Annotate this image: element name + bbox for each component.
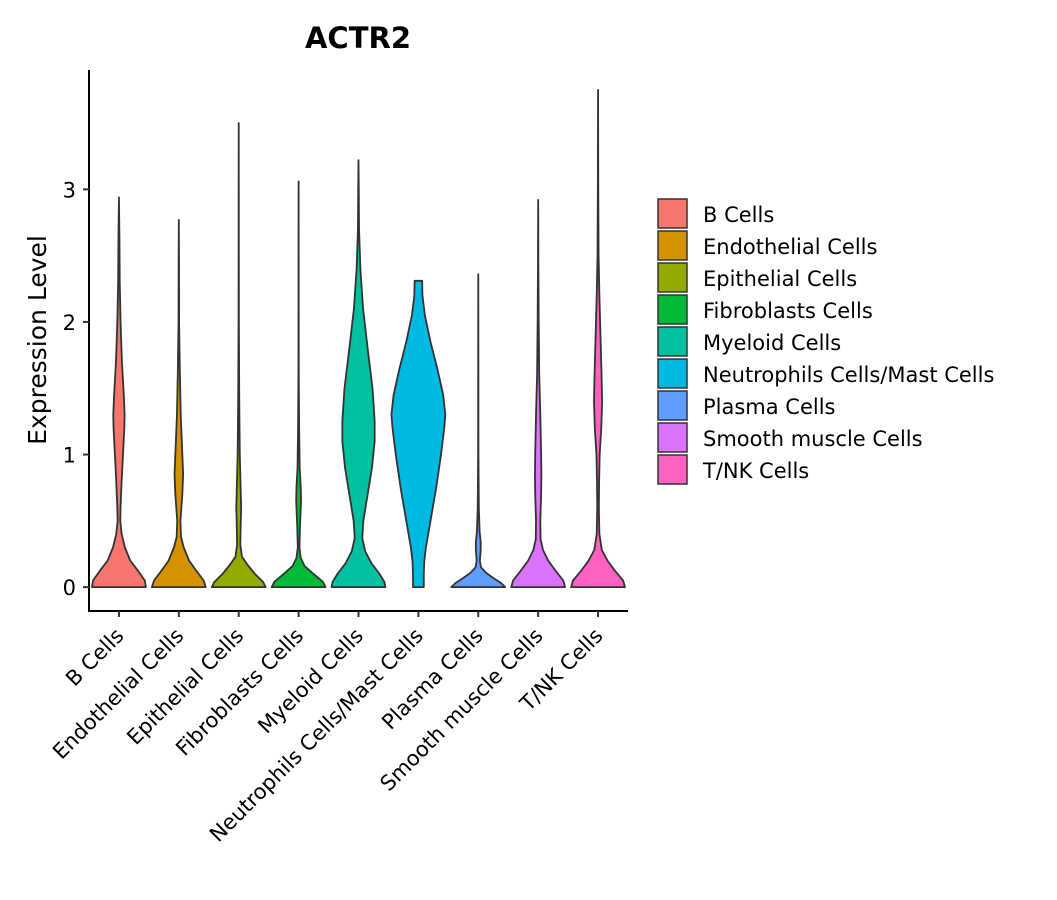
violin-2 (150, 218, 207, 589)
violin-7 (450, 273, 507, 589)
legend-label: T/NK Cells (702, 459, 809, 483)
legend-label: Neutrophils Cells/Mast Cells (703, 363, 994, 387)
legend-key (657, 230, 688, 261)
violin-group (91, 88, 626, 589)
legend-label: Plasma Cells (703, 395, 836, 419)
legend-label: Smooth muscle Cells (703, 427, 923, 451)
y-tick-label: 2 (63, 311, 76, 335)
violin-3 (210, 122, 267, 589)
y-tick-label: 0 (63, 576, 76, 600)
legend-key (657, 454, 688, 485)
violin-9 (570, 88, 626, 589)
violin-4 (270, 180, 327, 589)
violin-5 (330, 159, 387, 589)
legend-label: Endothelial Cells (703, 235, 877, 259)
chart-title: ACTR2 (305, 21, 411, 55)
y-axis-label: Expression Level (23, 235, 52, 445)
y-tick-label: 3 (63, 178, 76, 202)
legend-label: Epithelial Cells (703, 267, 857, 291)
violin-6 (390, 279, 447, 589)
legend-key (657, 422, 688, 453)
legend-key (657, 294, 688, 325)
legend: B Cells Endothelial Cells Epithelial Cells… (657, 198, 994, 485)
legend-key (657, 390, 688, 421)
legend-label: Fibroblasts Cells (703, 299, 873, 323)
legend-key (657, 358, 688, 389)
legend-label: Myeloid Cells (703, 331, 841, 355)
legend-key (657, 198, 688, 229)
violin-1 (91, 196, 147, 589)
y-axis-ticks: 0 1 2 3 (63, 178, 89, 600)
legend-key (657, 326, 688, 357)
legend-label: B Cells (703, 203, 774, 227)
y-tick-label: 1 (63, 444, 76, 468)
x-tick-label: Myeloid Cells (253, 624, 368, 739)
legend-key (657, 262, 688, 293)
violin-8 (510, 199, 567, 589)
